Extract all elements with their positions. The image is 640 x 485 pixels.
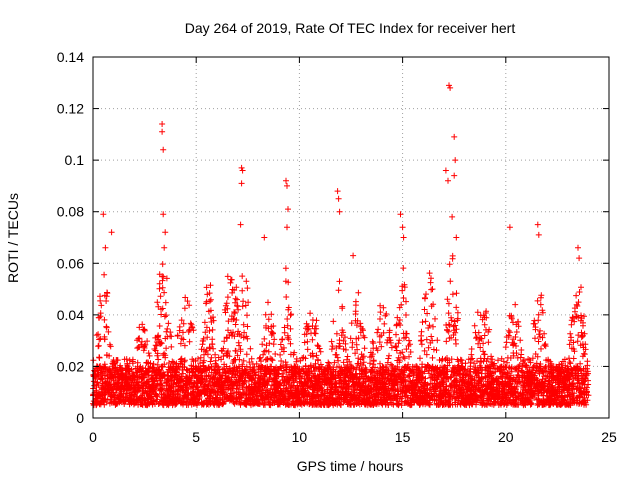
roti-scatter-chart: 051015202500.020.040.060.080.10.120.14 D…: [0, 0, 640, 480]
chart-container: 051015202500.020.040.060.080.10.120.14 D…: [0, 0, 640, 480]
